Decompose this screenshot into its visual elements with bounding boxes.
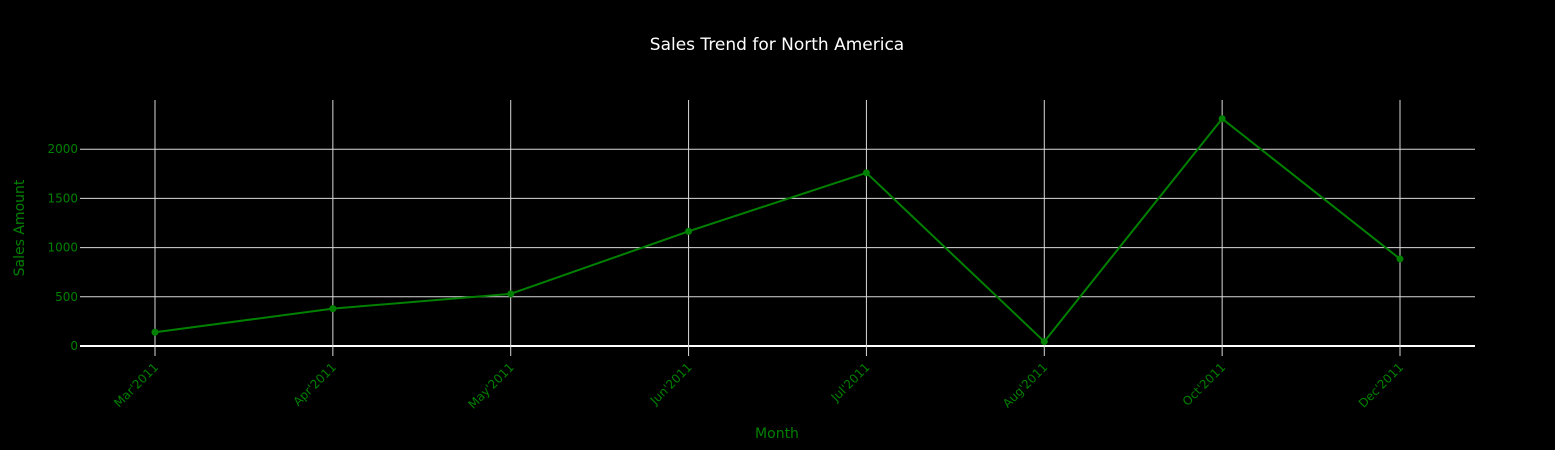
y-tick-label: 1000 [47, 241, 78, 255]
grid-layer [80, 100, 1475, 356]
series-line [154, 117, 1401, 343]
data-point [329, 305, 337, 313]
data-point [1040, 338, 1048, 346]
x-axis-title: Month [755, 426, 799, 442]
y-axis-title: Sales Amount [12, 179, 28, 276]
data-point [685, 227, 693, 235]
y-tick-label: 0 [70, 339, 78, 353]
data-point [1396, 255, 1404, 263]
y-tick-label: 1500 [47, 191, 78, 205]
points-layer [151, 115, 1404, 346]
data-point [862, 169, 870, 177]
y-tick-labels: 0 500 1000 1500 2000 [47, 142, 78, 353]
series-layer [154, 117, 1401, 343]
data-point [507, 290, 515, 298]
data-point [1218, 115, 1226, 123]
y-tick-label: 2000 [47, 142, 78, 156]
chart-title: Sales Trend for North America [650, 35, 904, 55]
data-point [151, 328, 159, 336]
y-tick-label: 500 [55, 290, 78, 304]
